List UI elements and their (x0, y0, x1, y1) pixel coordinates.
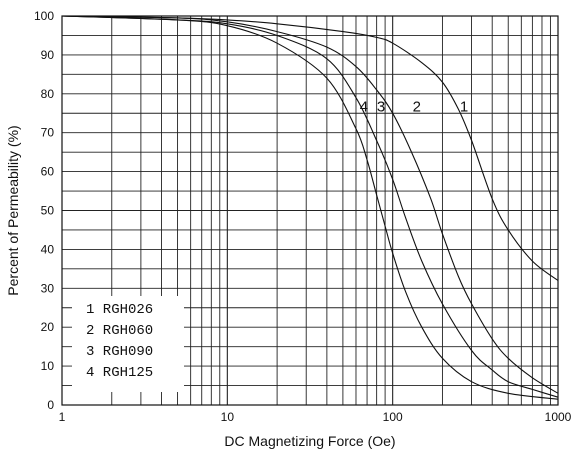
series-line-4 (61, 15, 559, 400)
curve-label-2: 2 (413, 98, 421, 115)
x-tick-label: 1 (59, 410, 66, 424)
legend-box (72, 296, 184, 392)
y-tick-label: 60 (41, 165, 55, 179)
legend: 1 RGH026 2 RGH060 3 RGH090 4 RGH125 (72, 296, 184, 392)
y-tick-label: 100 (34, 9, 54, 23)
legend-entry: 4 RGH125 (86, 365, 153, 381)
series-line-2 (61, 15, 559, 394)
y-tick-label: 10 (41, 359, 55, 373)
y-tick-label: 90 (41, 48, 55, 62)
x-axis-title: DC Magnetizing Force (Oe) (224, 433, 395, 449)
y-tick-label: 70 (41, 126, 55, 140)
y-axis-title: Percent of Permeability (%) (5, 125, 21, 295)
legend-entry: 3 RGH090 (86, 344, 153, 360)
legend-entry: 1 RGH026 (86, 302, 153, 318)
y-tick-label: 50 (41, 204, 55, 218)
tick-labels: 1 10 100 1000 0 10 20 30 40 50 60 70 80 90 100 (34, 9, 572, 424)
y-tick-label: 80 (41, 87, 55, 101)
grid (62, 16, 558, 405)
series-line-1 (61, 15, 559, 281)
legend-entry: 2 RGH060 (86, 323, 153, 339)
series-lines (61, 15, 559, 400)
y-tick-label: 20 (41, 320, 55, 334)
y-tick-label: 40 (41, 242, 55, 256)
curve-label-1: 1 (460, 98, 468, 115)
curve-label-3: 3 (377, 98, 385, 115)
y-tick-label: 0 (47, 398, 54, 412)
x-tick-label: 100 (383, 410, 403, 424)
x-tick-label: 1000 (545, 410, 572, 424)
x-tick-label: 10 (221, 410, 235, 424)
y-tick-label: 30 (41, 281, 55, 295)
series-line-3 (61, 15, 559, 398)
plot-frame (61, 15, 559, 406)
curve-label-4: 4 (360, 98, 368, 115)
curve-labels: 1 2 34 (360, 98, 468, 115)
